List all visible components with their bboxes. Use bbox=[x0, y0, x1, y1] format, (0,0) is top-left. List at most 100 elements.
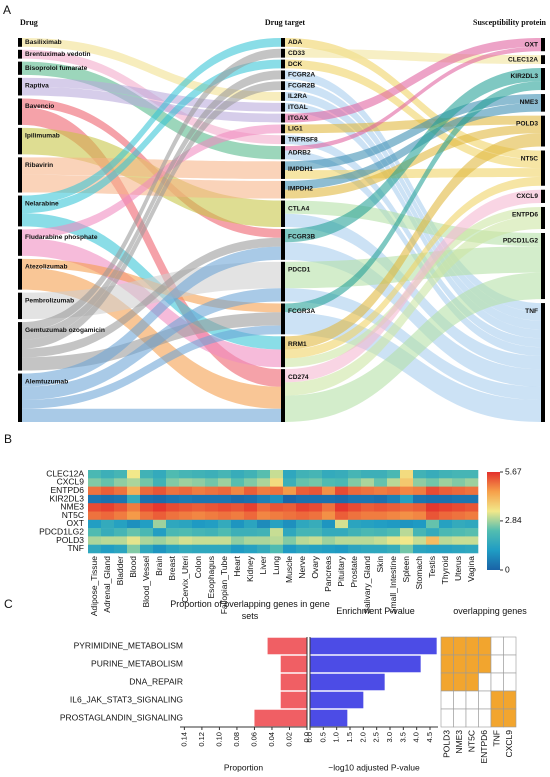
column-label: Salivary_Gland bbox=[362, 556, 372, 614]
heat-cell bbox=[88, 511, 102, 521]
node-bar bbox=[541, 189, 545, 203]
heat-cell bbox=[179, 470, 193, 479]
column-label: Pancreas bbox=[323, 556, 333, 592]
column-label: Fallopian_Tube bbox=[219, 556, 229, 615]
heat-cell bbox=[179, 519, 193, 529]
column-header: Drug target bbox=[265, 18, 306, 27]
node-label: ENTPD6 bbox=[512, 212, 538, 219]
heat-cell bbox=[374, 494, 388, 504]
heat-cell bbox=[335, 528, 349, 537]
heat-cell bbox=[166, 494, 180, 504]
gene-cell bbox=[465, 708, 479, 728]
node-bar bbox=[281, 336, 285, 368]
node-label: Basiliximab bbox=[25, 39, 62, 46]
heat-cell bbox=[426, 470, 440, 479]
heat-cell bbox=[244, 528, 258, 537]
heat-cell bbox=[335, 470, 349, 479]
heat-cell bbox=[114, 519, 128, 529]
flow-link bbox=[285, 70, 541, 312]
heat-cell bbox=[127, 511, 141, 521]
flow-link bbox=[285, 176, 541, 359]
heat-cell bbox=[374, 519, 388, 529]
column-label: Bladder bbox=[115, 556, 125, 585]
heat-cell bbox=[257, 494, 271, 504]
flow-link bbox=[22, 157, 281, 179]
heat-cell bbox=[283, 503, 297, 512]
column-label: Blood bbox=[128, 556, 138, 578]
heat-cell bbox=[348, 470, 362, 479]
bar bbox=[310, 691, 364, 709]
heat-cell bbox=[192, 494, 206, 504]
column-label: Pituitary bbox=[336, 555, 346, 586]
column-label: Kidney bbox=[245, 555, 255, 582]
heat-cell bbox=[179, 528, 193, 537]
gene-cell bbox=[453, 708, 467, 728]
chart-title-box: Enrichment P-value bbox=[336, 606, 415, 616]
flow-link bbox=[22, 325, 281, 409]
node-label: ITGAX bbox=[288, 115, 309, 122]
node-bar bbox=[18, 195, 22, 227]
heat-cell bbox=[257, 519, 271, 529]
heat-cell bbox=[465, 494, 479, 504]
heat-cell bbox=[283, 519, 297, 529]
heat-cell bbox=[88, 494, 102, 504]
node-bar bbox=[18, 258, 22, 290]
heat-cell bbox=[296, 544, 310, 554]
heat-cell bbox=[179, 536, 193, 545]
heat-cell bbox=[413, 478, 427, 487]
column-label: Small_Intestine bbox=[388, 556, 398, 614]
gene-cell bbox=[465, 636, 479, 656]
flow-link bbox=[22, 38, 281, 101]
node-label: FCGR3A bbox=[288, 308, 315, 315]
heat-cell bbox=[270, 511, 284, 521]
category-label: IL6_JAK_STAT3_SIGNALING bbox=[70, 694, 183, 704]
gene-cell bbox=[440, 672, 454, 692]
heat-cell bbox=[218, 536, 232, 545]
heat-cell bbox=[322, 494, 336, 504]
heat-cell bbox=[88, 503, 102, 512]
column-label: Thyroid bbox=[440, 556, 450, 585]
bar bbox=[310, 637, 437, 655]
node-label: FCGR2A bbox=[288, 72, 315, 79]
tick-label: 0.5 bbox=[318, 732, 327, 742]
heat-cell bbox=[192, 478, 206, 487]
heat-cell bbox=[387, 528, 401, 537]
gene-cell bbox=[490, 636, 504, 656]
gene-cell bbox=[478, 636, 492, 656]
gene-cell bbox=[453, 672, 467, 692]
node-bar bbox=[281, 113, 285, 123]
node-bar bbox=[281, 59, 285, 69]
heat-cell bbox=[335, 544, 349, 554]
column-label: Heart bbox=[232, 555, 242, 576]
heat-cell bbox=[192, 511, 206, 521]
node-label: NME3 bbox=[520, 99, 539, 106]
flow-link bbox=[285, 68, 541, 243]
heat-cell bbox=[270, 494, 284, 504]
row-label: NT5C bbox=[62, 510, 84, 520]
tick-label: 3.0 bbox=[385, 732, 394, 742]
node-label: Nelarabine bbox=[25, 200, 59, 207]
heat-cell bbox=[439, 486, 453, 496]
heat-cell bbox=[101, 528, 115, 537]
heat-cell bbox=[374, 544, 388, 554]
heat-cell bbox=[296, 528, 310, 537]
node-bar bbox=[541, 150, 545, 186]
node-label: Raptiva bbox=[25, 83, 49, 90]
flow-link bbox=[285, 92, 541, 330]
heat-cell bbox=[374, 511, 388, 521]
bar bbox=[280, 655, 307, 673]
flow-link bbox=[22, 246, 281, 387]
node-label: KIR2DL3 bbox=[511, 73, 539, 80]
heat-cell bbox=[192, 528, 206, 537]
heat-cell bbox=[387, 536, 401, 545]
node-label: OXT bbox=[524, 41, 538, 48]
heat-cell bbox=[153, 470, 167, 479]
heat-cell bbox=[374, 478, 388, 487]
node-label: DCK bbox=[288, 61, 303, 68]
heat-cell bbox=[348, 519, 362, 529]
heat-cell bbox=[387, 470, 401, 479]
heat-cell bbox=[452, 511, 466, 521]
heat-cell bbox=[166, 511, 180, 521]
heat-cell bbox=[283, 478, 297, 487]
